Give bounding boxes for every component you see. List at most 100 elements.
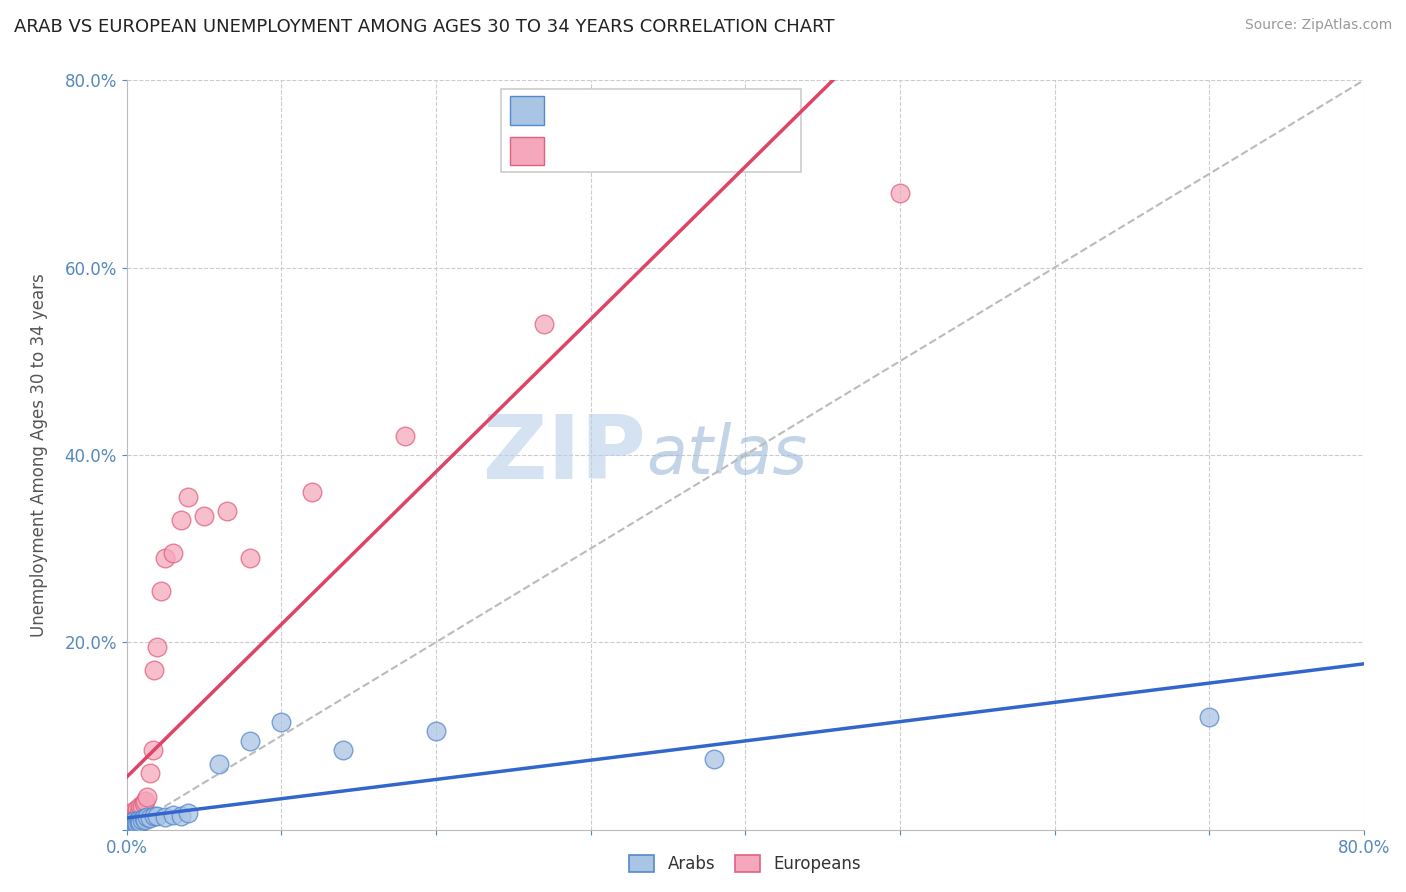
Point (177, 805, 200, 820)
Point (217, 504, 239, 518)
Point (425, 724, 447, 739)
Point (128, 805, 150, 820)
Text: ARAB VS EUROPEAN UNEMPLOYMENT AMONG AGES 30 TO 34 YEARS CORRELATION CHART: ARAB VS EUROPEAN UNEMPLOYMENT AMONG AGES… (14, 18, 835, 36)
Point (115, 814, 138, 828)
Point (124, 814, 146, 828)
Point (115, 819, 138, 833)
Point (134, 814, 156, 828)
Point (889, 186, 911, 200)
Point (120, 818, 142, 832)
Point (134, 795, 156, 809)
Point (125, 811, 148, 825)
Point (117, 815, 139, 830)
Point (135, 810, 157, 824)
Point (125, 815, 148, 830)
Point (193, 508, 215, 523)
Point (533, 317, 555, 331)
Point (121, 811, 143, 825)
Point (301, 485, 323, 500)
Point (115, 811, 138, 825)
Point (115, 822, 138, 837)
Point (117, 821, 139, 835)
Legend: Arabs, Europeans: Arabs, Europeans (621, 847, 869, 881)
Point (118, 814, 141, 828)
Point (127, 808, 149, 822)
Point (1198, 710, 1220, 724)
Point (142, 743, 165, 757)
Point (127, 817, 149, 831)
Point (115, 815, 138, 830)
Point (120, 815, 142, 830)
Point (239, 551, 262, 566)
Point (149, 583, 172, 598)
Point (117, 819, 139, 833)
Point (115, 817, 138, 831)
Point (131, 799, 153, 814)
Point (703, 752, 725, 766)
Point (138, 811, 160, 825)
Point (118, 819, 141, 833)
Point (135, 789, 157, 804)
Point (177, 490, 200, 504)
Text: atlas: atlas (647, 422, 807, 488)
Point (146, 640, 169, 654)
Point (129, 815, 152, 830)
Point (208, 756, 231, 771)
Point (169, 808, 191, 822)
Point (118, 810, 141, 824)
Point (120, 820, 142, 834)
Text: ZIP: ZIP (484, 411, 647, 499)
Point (118, 818, 141, 832)
Point (162, 807, 184, 822)
Point (162, 546, 184, 560)
Y-axis label: Unemployment Among Ages 30 to 34 years: Unemployment Among Ages 30 to 34 years (30, 273, 48, 637)
Point (124, 804, 146, 818)
Point (121, 815, 143, 830)
Point (120, 808, 142, 822)
Point (115, 820, 138, 834)
Point (125, 818, 148, 832)
Point (117, 818, 139, 832)
Point (127, 802, 149, 816)
Point (118, 816, 141, 830)
Point (169, 514, 191, 528)
Point (153, 551, 177, 566)
Point (125, 805, 148, 820)
Point (128, 814, 150, 828)
Point (270, 714, 292, 729)
Point (239, 733, 262, 747)
Point (120, 817, 142, 831)
Point (143, 809, 166, 823)
Point (120, 814, 142, 828)
Point (121, 819, 143, 833)
Text: Source: ZipAtlas.com: Source: ZipAtlas.com (1244, 18, 1392, 32)
Point (124, 808, 146, 822)
Point (117, 812, 139, 826)
Point (332, 743, 354, 757)
Point (129, 799, 152, 814)
Point (143, 664, 166, 678)
Point (121, 805, 143, 820)
Point (117, 817, 139, 831)
Point (115, 821, 138, 835)
Point (117, 821, 139, 835)
Point (128, 816, 150, 830)
Point (153, 810, 177, 824)
Point (118, 820, 141, 834)
Point (121, 817, 143, 831)
Point (132, 797, 155, 811)
Point (115, 819, 138, 833)
Point (138, 766, 160, 780)
Point (118, 816, 141, 830)
Point (131, 814, 153, 828)
Point (124, 819, 146, 833)
Point (115, 822, 138, 837)
Point (115, 818, 138, 832)
Point (115, 817, 138, 831)
Point (132, 811, 155, 825)
Point (115, 821, 138, 835)
Point (146, 808, 169, 822)
Point (124, 814, 146, 829)
Point (124, 817, 146, 831)
Point (394, 429, 416, 443)
